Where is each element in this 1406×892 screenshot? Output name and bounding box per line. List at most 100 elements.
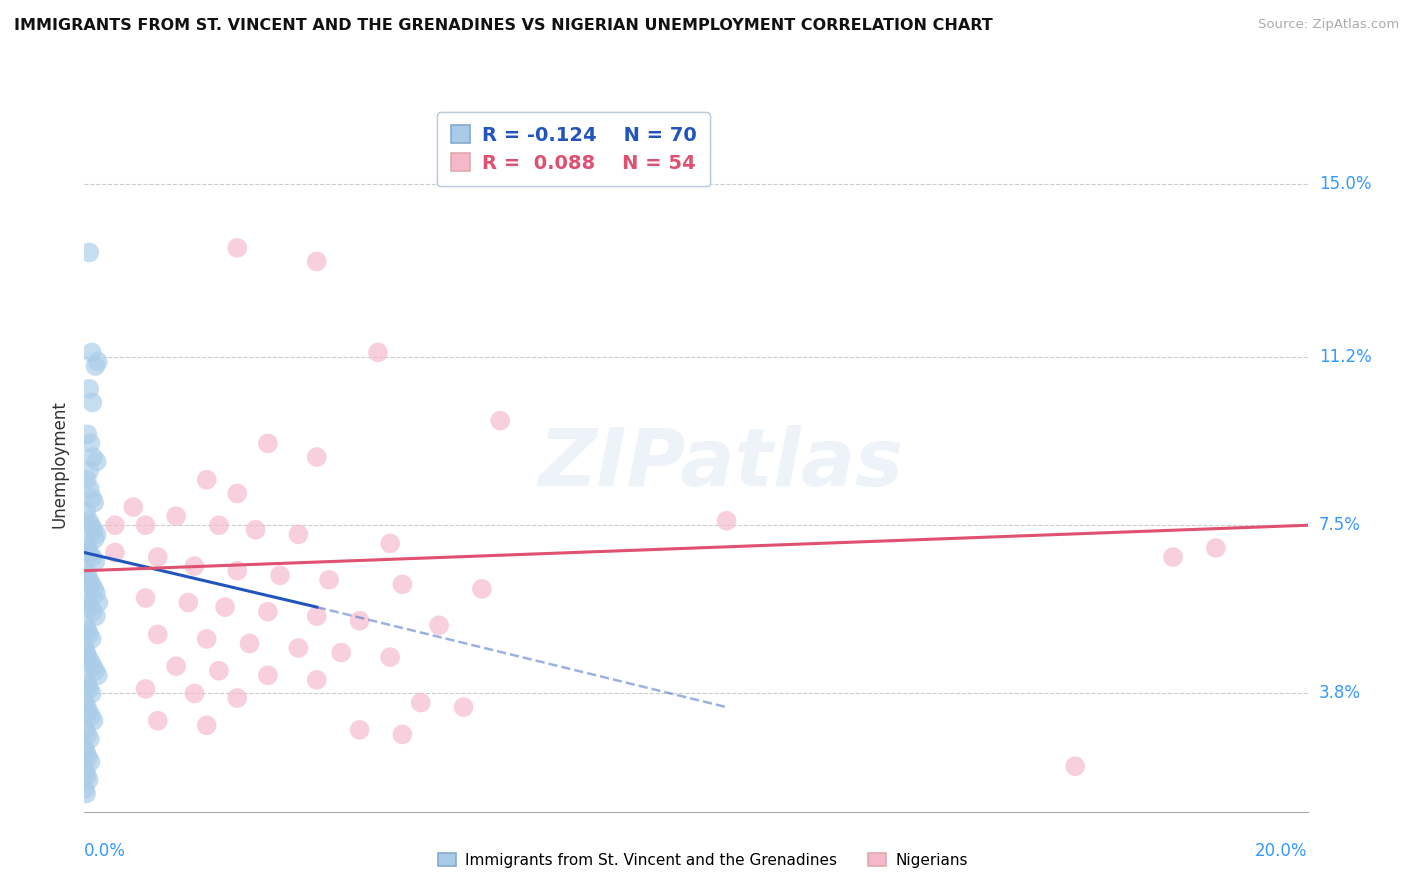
- Point: [453, 700, 475, 714]
- Point: [77, 772, 100, 787]
- Point: [238, 636, 260, 650]
- Point: [87, 668, 110, 682]
- Point: [75, 591, 97, 605]
- Point: [305, 254, 328, 268]
- Point: [427, 618, 450, 632]
- Point: [226, 241, 249, 255]
- Point: [183, 686, 205, 700]
- Point: [83, 532, 105, 546]
- Point: [82, 395, 104, 409]
- Point: [77, 514, 100, 528]
- Point: [330, 646, 353, 660]
- Text: 3.8%: 3.8%: [1319, 684, 1361, 703]
- Point: [305, 673, 328, 687]
- Point: [471, 582, 494, 596]
- Point: [177, 595, 200, 609]
- Point: [104, 518, 127, 533]
- Point: [1064, 759, 1087, 773]
- Point: [76, 473, 98, 487]
- Point: [75, 723, 97, 737]
- Point: [208, 518, 231, 533]
- Point: [82, 491, 104, 505]
- Point: [76, 427, 98, 442]
- Point: [245, 523, 267, 537]
- Point: [73, 640, 96, 655]
- Point: [305, 450, 328, 464]
- Point: [135, 681, 157, 696]
- Text: IMMIGRANTS FROM ST. VINCENT AND THE GRENADINES VS NIGERIAN UNEMPLOYMENT CORRELAT: IMMIGRANTS FROM ST. VINCENT AND THE GREN…: [14, 18, 993, 33]
- Point: [104, 545, 127, 559]
- Point: [84, 609, 107, 624]
- Point: [226, 691, 249, 706]
- Point: [76, 541, 98, 555]
- Point: [79, 436, 101, 450]
- Point: [77, 627, 100, 641]
- Point: [349, 723, 371, 737]
- Y-axis label: Unemployment: Unemployment: [51, 400, 69, 528]
- Point: [75, 764, 97, 778]
- Point: [257, 668, 280, 682]
- Point: [77, 573, 100, 587]
- Point: [79, 482, 101, 496]
- Text: 0.0%: 0.0%: [84, 842, 127, 860]
- Point: [86, 454, 108, 468]
- Point: [73, 741, 96, 756]
- Point: [165, 659, 187, 673]
- Point: [80, 518, 103, 533]
- Point: [87, 595, 110, 609]
- Point: [77, 245, 100, 260]
- Text: 11.2%: 11.2%: [1319, 348, 1371, 366]
- Point: [183, 559, 205, 574]
- Text: ZIPatlas: ZIPatlas: [538, 425, 903, 503]
- Point: [76, 623, 98, 637]
- Point: [122, 500, 145, 514]
- Point: [135, 518, 157, 533]
- Point: [83, 714, 105, 728]
- Point: [76, 677, 98, 691]
- Point: [79, 731, 101, 746]
- Point: [195, 632, 218, 646]
- Point: [287, 640, 309, 655]
- Point: [73, 782, 96, 797]
- Legend: R = -0.124    N = 70, R =  0.088    N = 54: R = -0.124 N = 70, R = 0.088 N = 54: [437, 112, 710, 186]
- Point: [84, 664, 107, 678]
- Point: [84, 359, 107, 373]
- Point: [77, 650, 100, 665]
- Point: [77, 750, 100, 764]
- Point: [79, 545, 101, 559]
- Text: 7.5%: 7.5%: [1319, 516, 1361, 534]
- Point: [380, 650, 402, 665]
- Point: [75, 673, 97, 687]
- Point: [87, 354, 110, 368]
- Point: [146, 550, 169, 565]
- Point: [380, 536, 402, 550]
- Point: [83, 495, 105, 509]
- Text: 15.0%: 15.0%: [1319, 175, 1371, 194]
- Point: [135, 591, 157, 605]
- Point: [82, 605, 104, 619]
- Point: [1205, 541, 1227, 555]
- Point: [79, 600, 101, 615]
- Point: [80, 632, 103, 646]
- Point: [86, 527, 108, 541]
- Point: [79, 755, 101, 769]
- Point: [73, 696, 96, 710]
- Point: [77, 681, 100, 696]
- Point: [305, 609, 328, 624]
- Point: [75, 536, 97, 550]
- Text: 20.0%: 20.0%: [1256, 842, 1308, 860]
- Point: [80, 345, 103, 359]
- Point: [75, 618, 97, 632]
- Point: [82, 659, 104, 673]
- Point: [391, 577, 413, 591]
- Point: [195, 473, 218, 487]
- Point: [409, 696, 432, 710]
- Point: [76, 768, 98, 782]
- Point: [287, 527, 309, 541]
- Point: [82, 450, 104, 464]
- Point: [75, 646, 97, 660]
- Point: [1161, 550, 1184, 565]
- Point: [146, 714, 169, 728]
- Point: [75, 564, 97, 578]
- Point: [269, 568, 291, 582]
